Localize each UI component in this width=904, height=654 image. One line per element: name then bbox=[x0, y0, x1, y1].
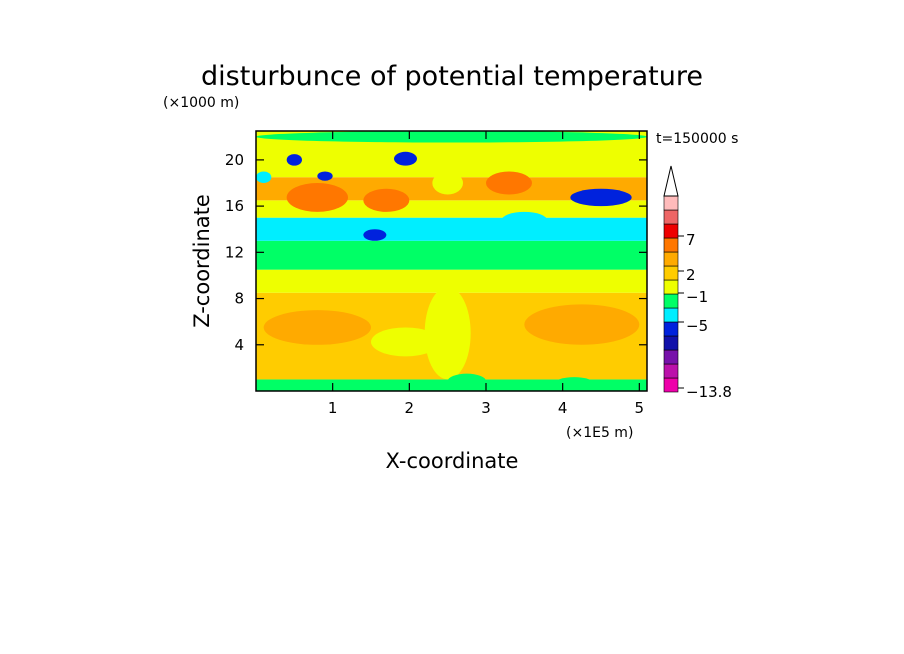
colorbar-swatch bbox=[663, 265, 679, 281]
heatmap-band bbox=[256, 269, 647, 293]
heatmap-feature bbox=[317, 171, 333, 181]
x-tick-label: 5 bbox=[635, 399, 645, 417]
colorbar-label: 2 bbox=[686, 266, 696, 284]
colorbar-swatch bbox=[663, 279, 679, 295]
colorbar-swatch bbox=[663, 209, 679, 225]
y-tick-label: 4 bbox=[234, 336, 244, 354]
colorbar-swatch bbox=[663, 377, 679, 393]
colorbar: 7 2 −1 −5 −13.8 bbox=[663, 165, 732, 401]
y-axis-label: Z-coordinate bbox=[190, 194, 214, 328]
colorbar-label: −5 bbox=[686, 317, 708, 335]
heatmap-feature bbox=[432, 171, 463, 195]
heatmap-feature bbox=[447, 373, 487, 389]
plot-frame bbox=[255, 130, 648, 392]
x-tick-label: 4 bbox=[558, 399, 568, 417]
heatmap-feature bbox=[424, 287, 471, 380]
heatmap-feature bbox=[363, 188, 410, 212]
heatmap-feature bbox=[371, 327, 440, 357]
y-tick-label: 20 bbox=[225, 151, 244, 169]
colorbar-swatch bbox=[663, 307, 679, 323]
heatmap-band bbox=[256, 240, 647, 270]
y-tick-label: 8 bbox=[234, 290, 244, 308]
x-tick-label: 1 bbox=[328, 399, 338, 417]
heatmap-feature bbox=[263, 310, 372, 345]
colorbar-label: −13.8 bbox=[686, 383, 732, 401]
colorbar-swatch bbox=[663, 335, 679, 351]
heatmap-feature bbox=[256, 131, 647, 143]
colorbar-swatch bbox=[663, 223, 679, 239]
colorbar-swatch bbox=[663, 293, 679, 309]
heatmap-feature bbox=[255, 171, 272, 184]
colorbar-label: −1 bbox=[686, 288, 708, 306]
x-tick-label: 3 bbox=[481, 399, 491, 417]
y-tick-label: 16 bbox=[225, 197, 244, 215]
x-tick-label: 2 bbox=[405, 399, 415, 417]
colorbar-extend-arrow bbox=[663, 165, 679, 197]
heatmap-feature bbox=[363, 229, 387, 241]
heatmap-band bbox=[256, 200, 647, 218]
y-axis: 4 8 12 16 20 bbox=[225, 151, 647, 354]
colorbar-swatch bbox=[663, 195, 679, 211]
colorbar-swatch bbox=[663, 237, 679, 253]
heatmap-feature bbox=[486, 171, 532, 195]
heatmap-feature bbox=[524, 304, 640, 345]
colorbar-swatch bbox=[663, 363, 679, 379]
heatmap-feature bbox=[501, 211, 548, 230]
colorbar-swatch bbox=[663, 349, 679, 365]
heatmap-feature bbox=[286, 154, 303, 166]
y-unit-label: (×1000 m) bbox=[163, 95, 239, 111]
heatmap-plot-area bbox=[255, 131, 647, 391]
heatmap-feature bbox=[570, 188, 632, 207]
x-axis: 1 2 3 4 5 bbox=[328, 131, 644, 417]
heatmap-feature bbox=[286, 183, 349, 212]
heatmap-feature bbox=[394, 151, 417, 166]
colorbar-swatch bbox=[663, 321, 679, 337]
x-axis-label: X-coordinate bbox=[386, 449, 519, 473]
x-unit-label: (×1E5 m) bbox=[566, 425, 633, 441]
heatmap-band bbox=[256, 217, 647, 241]
colorbar-label: 7 bbox=[686, 231, 696, 249]
colorbar-swatch bbox=[663, 251, 679, 267]
y-tick-label: 12 bbox=[225, 243, 244, 261]
chart-title: disturbunce of potential temperature bbox=[201, 61, 703, 92]
heatmap-feature bbox=[555, 377, 594, 389]
time-label: t=150000 s bbox=[656, 131, 738, 147]
